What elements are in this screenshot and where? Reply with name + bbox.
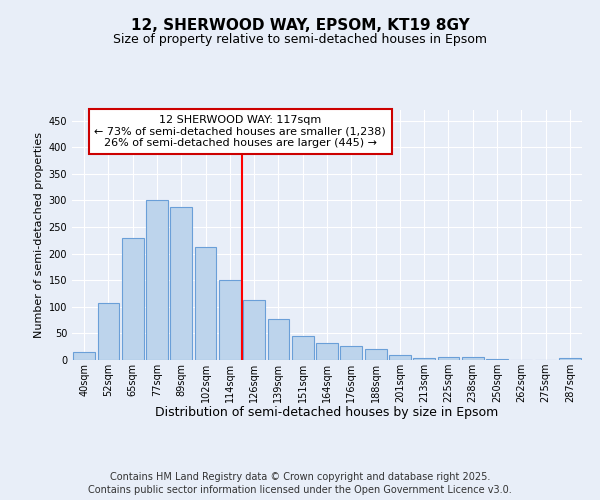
X-axis label: Distribution of semi-detached houses by size in Epsom: Distribution of semi-detached houses by … [155, 406, 499, 420]
Bar [389, 355, 411, 360]
Bar [219, 280, 241, 360]
Bar [243, 300, 265, 360]
Text: 12, SHERWOOD WAY, EPSOM, KT19 8GY: 12, SHERWOOD WAY, EPSOM, KT19 8GY [131, 18, 469, 32]
Bar [194, 247, 217, 360]
Text: Contains HM Land Registry data © Crown copyright and database right 2025.: Contains HM Land Registry data © Crown c… [110, 472, 490, 482]
Bar [146, 200, 168, 360]
Bar [316, 343, 338, 360]
Bar [413, 358, 435, 360]
Bar [365, 349, 386, 360]
Bar [170, 208, 192, 360]
Bar [73, 352, 95, 360]
Y-axis label: Number of semi-detached properties: Number of semi-detached properties [34, 132, 44, 338]
Bar [97, 302, 119, 360]
Bar [559, 358, 581, 360]
Bar [122, 238, 143, 360]
Text: 12 SHERWOOD WAY: 117sqm
← 73% of semi-detached houses are smaller (1,238)
26% of: 12 SHERWOOD WAY: 117sqm ← 73% of semi-de… [94, 115, 386, 148]
Text: Size of property relative to semi-detached houses in Epsom: Size of property relative to semi-detach… [113, 32, 487, 46]
Bar [340, 346, 362, 360]
Text: Contains public sector information licensed under the Open Government Licence v3: Contains public sector information licen… [88, 485, 512, 495]
Bar [268, 318, 289, 360]
Bar [292, 336, 314, 360]
Bar [462, 358, 484, 360]
Bar [437, 358, 460, 360]
